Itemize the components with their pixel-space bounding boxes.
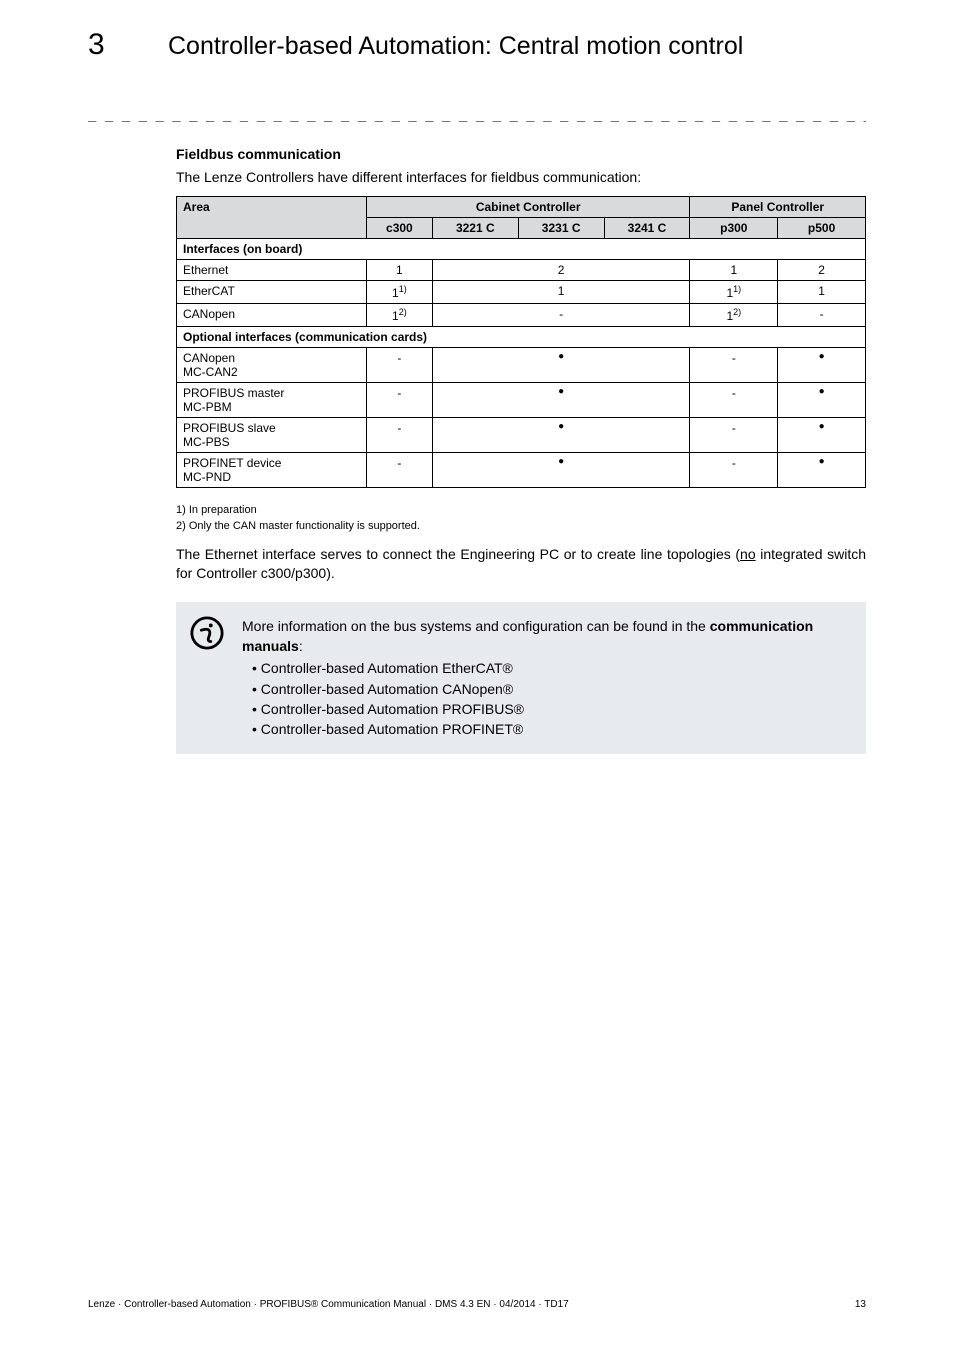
- info-note-box: More information on the bus systems and …: [176, 602, 866, 754]
- th-p300: p300: [690, 217, 778, 238]
- cell: -: [778, 303, 866, 326]
- table-footnotes: 1) In preparation 2) Only the CAN master…: [176, 502, 866, 535]
- cell: -: [690, 417, 778, 452]
- table-row: PROFINET device MC-PND - ● - ●: [177, 452, 866, 487]
- table-section-onboard: Interfaces (on board): [177, 238, 866, 259]
- cell: ●: [432, 417, 690, 452]
- ethernet-paragraph: The Ethernet interface serves to connect…: [176, 545, 866, 584]
- cell: ●: [432, 382, 690, 417]
- cell: 1: [690, 259, 778, 280]
- cell: -: [690, 452, 778, 487]
- list-item: Controller-based Automation PROFIBUS®: [252, 699, 852, 719]
- interfaces-table: Area Cabinet Controller Panel Controller…: [176, 196, 866, 488]
- info-note-lead: More information on the bus systems and …: [242, 616, 852, 657]
- cell: -: [432, 303, 690, 326]
- cell: 11): [366, 280, 432, 303]
- th-panel: Panel Controller: [690, 196, 866, 217]
- table-row: Ethernet 1 2 1 2: [177, 259, 866, 280]
- row-label: CANopen MC-CAN2: [177, 347, 367, 382]
- cell: ●: [778, 417, 866, 452]
- row-label: Ethernet: [177, 259, 367, 280]
- footnote: 2) Only the CAN master functionality is …: [176, 518, 866, 535]
- table-row: PROFIBUS master MC-PBM - ● - ●: [177, 382, 866, 417]
- cell: -: [366, 347, 432, 382]
- cell: -: [366, 452, 432, 487]
- th-3221c: 3221 C: [432, 217, 518, 238]
- row-label: PROFINET device MC-PND: [177, 452, 367, 487]
- cell: ●: [432, 452, 690, 487]
- th-cabinet: Cabinet Controller: [366, 196, 690, 217]
- info-note-list: Controller-based Automation EtherCAT® Co…: [242, 658, 852, 739]
- footnote: 1) In preparation: [176, 502, 866, 519]
- cell: -: [366, 417, 432, 452]
- th-3231c: 3231 C: [518, 217, 604, 238]
- th-3241c: 3241 C: [604, 217, 690, 238]
- table-section-optional: Optional interfaces (communication cards…: [177, 326, 866, 347]
- page-header: 3 Controller-based Automation: Central m…: [88, 28, 866, 62]
- footer-left: Lenze · Controller-based Automation · PR…: [88, 1299, 569, 1310]
- cell: 1: [366, 259, 432, 280]
- list-item: Controller-based Automation CANopen®: [252, 679, 852, 699]
- cell: 2: [432, 259, 690, 280]
- row-label: EtherCAT: [177, 280, 367, 303]
- cell: ●: [778, 382, 866, 417]
- page-footer: Lenze · Controller-based Automation · PR…: [88, 1299, 866, 1310]
- th-p500: p500: [778, 217, 866, 238]
- row-label: PROFIBUS slave MC-PBS: [177, 417, 367, 452]
- row-label: PROFIBUS master MC-PBM: [177, 382, 367, 417]
- table-row: CANopen 12) - 12) -: [177, 303, 866, 326]
- table-row: EtherCAT 11) 1 11) 1: [177, 280, 866, 303]
- cell: -: [690, 347, 778, 382]
- th-c300: c300: [366, 217, 432, 238]
- cell: 1: [778, 280, 866, 303]
- info-icon: [190, 616, 224, 650]
- footer-page-number: 13: [855, 1299, 866, 1310]
- cell: -: [366, 382, 432, 417]
- cell: 1: [432, 280, 690, 303]
- chapter-number: 3: [88, 28, 168, 62]
- list-item: Controller-based Automation EtherCAT®: [252, 658, 852, 678]
- list-item: Controller-based Automation PROFINET®: [252, 719, 852, 739]
- cell: 12): [690, 303, 778, 326]
- th-area: Area: [177, 196, 367, 238]
- cell: 12): [366, 303, 432, 326]
- row-label: CANopen: [177, 303, 367, 326]
- separator-rule: _ _ _ _ _ _ _ _ _ _ _ _ _ _ _ _ _ _ _ _ …: [88, 106, 866, 122]
- cell: ●: [778, 452, 866, 487]
- table-row: PROFIBUS slave MC-PBS - ● - ●: [177, 417, 866, 452]
- table-row: CANopen MC-CAN2 - ● - ●: [177, 347, 866, 382]
- cell: ●: [432, 347, 690, 382]
- cell: 11): [690, 280, 778, 303]
- section-subhead: Fieldbus communication: [176, 146, 866, 162]
- info-note-body: More information on the bus systems and …: [242, 616, 852, 740]
- chapter-title: Controller-based Automation: Central mot…: [168, 32, 743, 61]
- cell: -: [690, 382, 778, 417]
- cell: ●: [778, 347, 866, 382]
- cell: 2: [778, 259, 866, 280]
- section-intro: The Lenze Controllers have different int…: [176, 168, 866, 188]
